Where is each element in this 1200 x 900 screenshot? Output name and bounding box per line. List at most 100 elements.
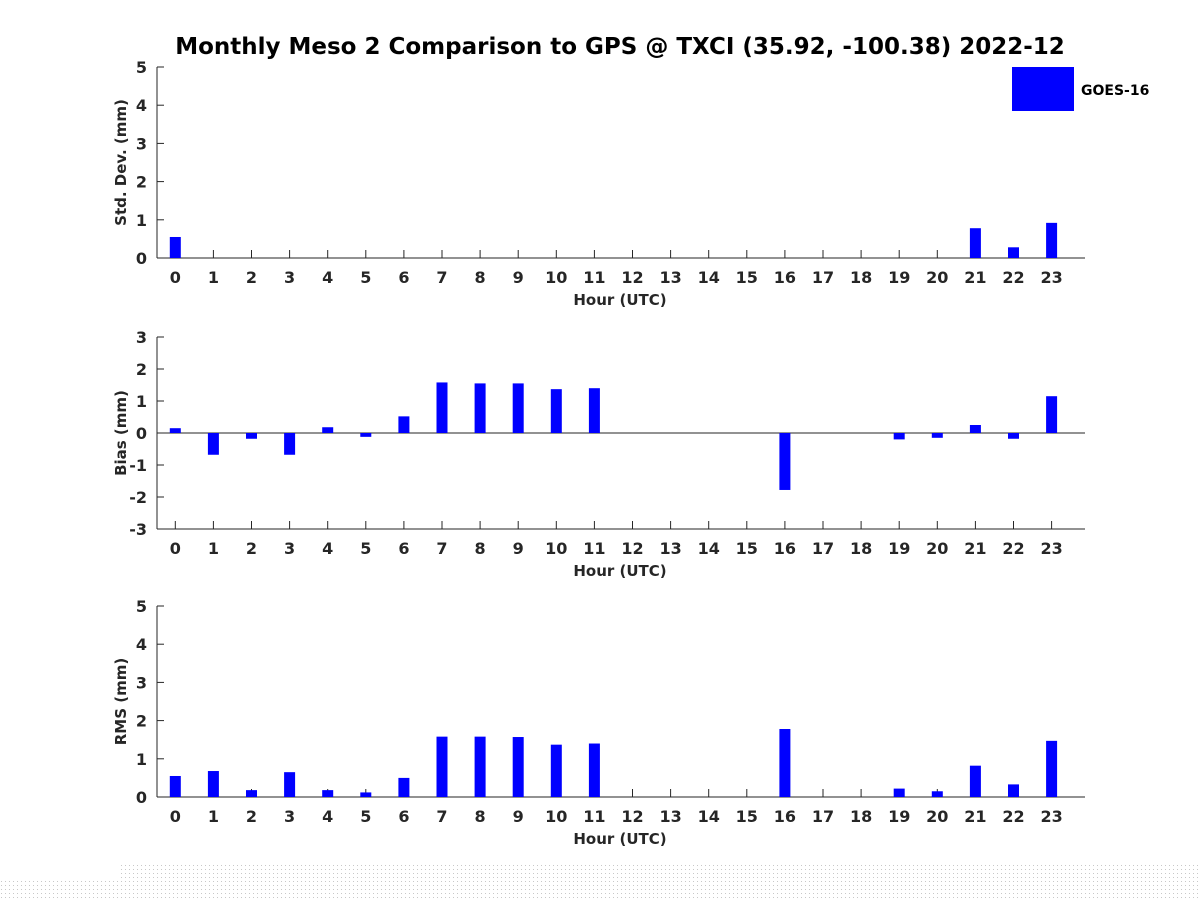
bar-hour-4 bbox=[322, 790, 334, 797]
x-axis-label: Hour (UTC) bbox=[573, 562, 666, 580]
y-tick-label: 2 bbox=[136, 173, 147, 192]
bar-hour-23 bbox=[1046, 222, 1058, 258]
x-tick-label: 11 bbox=[583, 807, 605, 826]
bar-hour-0 bbox=[169, 428, 181, 433]
x-tick-label: 23 bbox=[1040, 268, 1062, 287]
x-tick-label: 17 bbox=[812, 268, 834, 287]
x-tick-label: 3 bbox=[284, 268, 295, 287]
x-tick-label: 13 bbox=[659, 268, 681, 287]
y-tick-label: 1 bbox=[136, 750, 147, 769]
x-tick-label: 0 bbox=[170, 539, 181, 558]
x-tick-label: 17 bbox=[812, 807, 834, 826]
bar-hour-5 bbox=[360, 433, 372, 437]
x-tick-label: 5 bbox=[360, 268, 371, 287]
x-tick-label: 10 bbox=[545, 268, 567, 287]
y-tick-label: 3 bbox=[136, 134, 147, 153]
bar-hour-19 bbox=[893, 433, 905, 440]
x-tick-label: 11 bbox=[583, 268, 605, 287]
y-tick-label: -2 bbox=[129, 488, 147, 507]
x-tick-label: 2 bbox=[246, 807, 257, 826]
x-tick-label: 3 bbox=[284, 807, 295, 826]
bar-hour-22 bbox=[1008, 784, 1019, 797]
bar-hour-16 bbox=[779, 433, 791, 490]
x-tick-label: 0 bbox=[170, 807, 181, 826]
y-tick-label: 4 bbox=[136, 96, 147, 115]
y-tick-label: 5 bbox=[136, 597, 147, 616]
y-tick-label: 3 bbox=[136, 328, 147, 347]
y-axis-label: Std. Dev. (mm) bbox=[112, 99, 130, 226]
x-tick-label: 3 bbox=[284, 539, 295, 558]
x-tick-label: 23 bbox=[1040, 807, 1062, 826]
x-tick-label: 15 bbox=[736, 268, 758, 287]
x-tick-label: 18 bbox=[850, 268, 872, 287]
x-tick-label: 22 bbox=[1002, 807, 1024, 826]
x-tick-label: 4 bbox=[322, 268, 333, 287]
y-tick-label: 5 bbox=[136, 58, 147, 77]
bar-hour-22 bbox=[1008, 433, 1019, 439]
x-axis-label: Hour (UTC) bbox=[573, 291, 666, 309]
x-tick-label: 6 bbox=[398, 268, 409, 287]
y-tick-label: 3 bbox=[136, 673, 147, 692]
bar-hour-4 bbox=[322, 427, 334, 433]
x-tick-label: 21 bbox=[964, 807, 986, 826]
bar-hour-0 bbox=[169, 236, 181, 258]
x-tick-label: 23 bbox=[1040, 539, 1062, 558]
y-tick-label: -1 bbox=[129, 456, 147, 475]
bar-hour-9 bbox=[512, 383, 524, 433]
bar-hour-5 bbox=[360, 792, 372, 797]
x-tick-label: 2 bbox=[246, 268, 257, 287]
x-tick-label: 0 bbox=[170, 268, 181, 287]
bar-hour-19 bbox=[893, 788, 905, 797]
bar-hour-20 bbox=[931, 433, 943, 438]
bar-hour-10 bbox=[550, 389, 562, 433]
x-tick-label: 22 bbox=[1002, 268, 1024, 287]
x-tick-label: 5 bbox=[360, 807, 371, 826]
y-tick-label: 4 bbox=[136, 635, 147, 654]
x-tick-label: 14 bbox=[698, 539, 720, 558]
x-tick-label: 18 bbox=[850, 539, 872, 558]
x-tick-label: 17 bbox=[812, 539, 834, 558]
x-tick-label: 20 bbox=[926, 268, 948, 287]
bar-hour-1 bbox=[207, 771, 219, 797]
x-tick-label: 15 bbox=[736, 539, 758, 558]
x-tick-label: 19 bbox=[888, 539, 910, 558]
x-tick-label: 20 bbox=[926, 539, 948, 558]
y-tick-label: 1 bbox=[136, 392, 147, 411]
x-tick-label: 4 bbox=[322, 539, 333, 558]
bar-hour-9 bbox=[512, 737, 524, 797]
x-tick-label: 13 bbox=[659, 539, 681, 558]
x-tick-label: 14 bbox=[698, 807, 720, 826]
y-tick-label: 1 bbox=[136, 211, 147, 230]
bar-hour-0 bbox=[169, 775, 181, 797]
x-tick-label: 10 bbox=[545, 539, 567, 558]
x-tick-label: 4 bbox=[322, 807, 333, 826]
legend-swatch-goes-16 bbox=[1012, 67, 1074, 111]
bar-hour-1 bbox=[207, 433, 219, 455]
bar-hour-23 bbox=[1046, 740, 1058, 797]
y-tick-label: 0 bbox=[136, 788, 147, 807]
x-tick-label: 16 bbox=[774, 539, 796, 558]
y-tick-label: 0 bbox=[136, 249, 147, 268]
x-tick-label: 22 bbox=[1002, 539, 1024, 558]
bar-hour-16 bbox=[779, 729, 791, 797]
bar-hour-11 bbox=[588, 388, 600, 433]
x-tick-label: 8 bbox=[475, 807, 486, 826]
x-tick-label: 8 bbox=[475, 539, 486, 558]
y-axis-label: Bias (mm) bbox=[112, 390, 130, 476]
x-tick-label: 1 bbox=[208, 539, 219, 558]
bar-hour-21 bbox=[969, 228, 981, 258]
bar-hour-2 bbox=[246, 790, 257, 797]
bar-hour-8 bbox=[474, 736, 486, 797]
y-tick-label: -3 bbox=[129, 520, 147, 539]
x-tick-label: 16 bbox=[774, 807, 796, 826]
x-tick-label: 14 bbox=[698, 268, 720, 287]
x-tick-label: 6 bbox=[398, 539, 409, 558]
x-tick-label: 8 bbox=[475, 268, 486, 287]
x-axis-label: Hour (UTC) bbox=[573, 830, 666, 848]
x-tick-label: 21 bbox=[964, 268, 986, 287]
bar-hour-3 bbox=[284, 772, 296, 797]
